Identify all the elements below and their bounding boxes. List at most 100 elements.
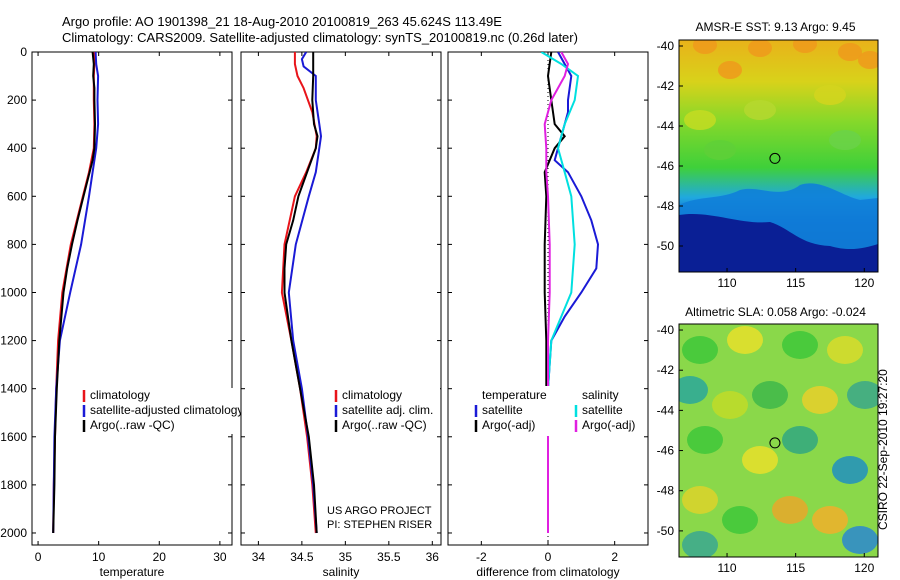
legend-header: temperature — [482, 388, 547, 402]
sla-patch — [782, 426, 818, 454]
x-axis-label: salinity — [323, 565, 360, 579]
y-tick-label: 1600 — [0, 430, 27, 444]
y-tick-label: 1000 — [0, 285, 27, 299]
legend-label: satellite — [482, 403, 523, 417]
y-tick-label: 200 — [7, 93, 27, 107]
warm-patch — [748, 40, 772, 57]
x-tick-label: 110 — [717, 276, 736, 290]
sla-patch — [782, 331, 818, 359]
sla-patch — [772, 496, 808, 524]
sla-patch — [752, 381, 788, 409]
x-tick-label: 30 — [213, 550, 227, 564]
map-field — [679, 324, 878, 557]
cold-water — [679, 213, 878, 272]
y-tick-label: 1400 — [0, 382, 27, 396]
sla-patch — [832, 456, 868, 484]
x-tick-label: 0 — [35, 550, 42, 564]
panel-frame — [240, 51, 442, 546]
series-line-black — [283, 52, 319, 534]
green-patch — [704, 140, 736, 160]
y-tick-label: 400 — [7, 141, 27, 155]
legend-label: Argo(..raw -QC) — [90, 418, 175, 432]
warm-patch — [838, 43, 862, 61]
sla-patch — [742, 446, 778, 474]
sla-patch — [827, 336, 863, 364]
sst-map-panel: AMSR-E SST: 9.13 Argo: 9.45 -40 -42 -44 -46 -… — [657, 20, 879, 290]
legend-label: satellite-adjusted climatology — [90, 403, 243, 417]
legend-label: satellite — [582, 403, 623, 417]
legend-header: salinity — [582, 388, 619, 402]
warm-patch — [793, 40, 817, 53]
legend-label: Argo(-adj) — [582, 418, 635, 432]
x-axis-label: difference from climatology — [476, 565, 619, 579]
x-tick-label: 120 — [854, 561, 874, 575]
y-tick-label: -50 — [657, 239, 675, 253]
x-tick-label: 35 — [339, 550, 353, 564]
sla-patch — [847, 381, 878, 409]
x-tick-label: 20 — [153, 550, 167, 564]
x-tick-label: 34.5 — [290, 550, 314, 564]
y-tick-label: -40 — [657, 39, 675, 53]
y-tick-label: 1200 — [0, 334, 27, 348]
map-frame — [678, 323, 879, 558]
map-title: AMSR-E SST: 9.13 Argo: 9.45 — [695, 20, 855, 34]
sla-patch — [842, 526, 878, 554]
y-tick-label: -50 — [657, 524, 675, 538]
map-frame — [678, 39, 879, 273]
y-tick-label: -42 — [657, 79, 675, 93]
green-patch — [684, 110, 716, 130]
legend-label: satellite adj. clim. — [342, 403, 433, 417]
y-tick-label: -46 — [657, 444, 675, 458]
sla-patch — [682, 336, 718, 364]
y-tick-label: -44 — [657, 403, 675, 417]
legend-box — [336, 388, 440, 434]
y-tick-label: 0 — [20, 45, 27, 59]
x-tick-label: 35.5 — [377, 550, 401, 564]
sla-patch — [812, 506, 848, 534]
x-tick-label: 10 — [92, 550, 106, 564]
series-line-black — [52, 52, 97, 534]
figure-title-line2: Climatology: CARS2009. Satellite-adjuste… — [62, 30, 578, 45]
legend-label: Argo(..raw -QC) — [342, 418, 427, 432]
warm-patch — [858, 51, 878, 69]
legend-label: Argo(-adj) — [482, 418, 535, 432]
y-tick-label: -48 — [657, 484, 675, 498]
warm-patch — [693, 40, 717, 54]
y-tick-label: 2000 — [0, 526, 27, 540]
y-tick-label: -48 — [657, 199, 675, 213]
footer-project: US ARGO PROJECT — [327, 505, 432, 517]
x-tick-label: 36 — [426, 550, 440, 564]
green-patch — [744, 100, 776, 120]
x-tick-label: 0 — [545, 550, 552, 564]
legend-label: climatology — [342, 388, 402, 402]
sla-patch — [679, 376, 708, 404]
y-tick-label: -46 — [657, 159, 675, 173]
panel-frame — [31, 51, 233, 546]
footer-pi: PI: STEPHEN RISER — [327, 519, 433, 531]
warm-patch — [718, 61, 742, 79]
y-tick-label: -44 — [657, 119, 675, 133]
y-tick-label: -42 — [657, 363, 675, 377]
green-patch — [814, 85, 846, 105]
x-tick-label: 110 — [717, 561, 736, 575]
figure-title-line1: Argo profile: AO 1901398_21 18-Aug-2010 … — [62, 14, 502, 29]
profile-panel-1: 0 200 400 600 800 1000 1200 1400 1600 1800 2000 0 10… — [0, 45, 243, 579]
x-tick-label: 115 — [786, 276, 805, 290]
float-location-marker — [769, 152, 781, 164]
csiro-stamp: CSIRO 22-Sep-2010 19:27:20 — [876, 369, 890, 530]
x-tick-label: 2 — [611, 550, 618, 564]
sla-patch — [682, 486, 718, 514]
x-tick-label: 34 — [252, 550, 266, 564]
float-location-marker — [769, 437, 781, 449]
green-patch — [829, 130, 861, 150]
y-tick-label: -40 — [657, 323, 675, 337]
x-tick-label: -2 — [476, 550, 487, 564]
legend-box — [470, 386, 640, 436]
sla-patch — [682, 531, 718, 557]
sla-patch — [712, 391, 748, 419]
sla-patch — [722, 506, 758, 534]
legend-label: climatology — [90, 388, 150, 402]
sla-map-panel: Altimetric SLA: 0.058 Argo: -0.024 -40 -42… — [657, 305, 879, 575]
profile-panel-2: 34 34.5 35 35.5 36 salinity climatologysatelli… — [240, 51, 442, 579]
